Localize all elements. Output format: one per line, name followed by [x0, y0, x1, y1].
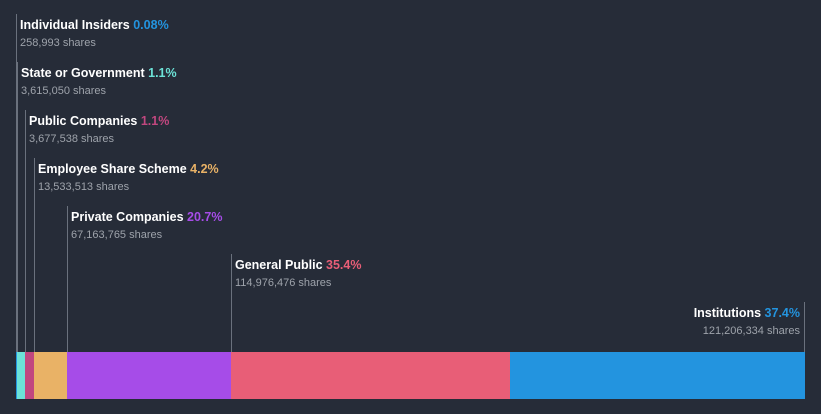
group-shares: 114,976,476 shares [235, 277, 332, 289]
leader-line-public-companies [25, 110, 26, 352]
group-percent: 1.1% [148, 66, 177, 80]
group-shares: 67,163,765 shares [71, 229, 163, 241]
group-percent: 35.4% [326, 258, 362, 272]
group-name: Public Companies [29, 114, 138, 128]
group-percent: 1.1% [140, 114, 170, 128]
segment-general-public[interactable] [231, 352, 510, 399]
segment-institutions[interactable] [510, 352, 805, 399]
group-name: Private Companies [71, 210, 184, 224]
label-private-companies: Private Companies 20.7% 67,163,765 share… [71, 209, 222, 242]
group-shares: 258,993 shares [20, 37, 96, 49]
group-name: Institutions [693, 306, 762, 320]
group-shares: 3,677,538 shares [29, 133, 115, 145]
segment-state-or-government[interactable] [17, 352, 25, 399]
leader-line-institutions [804, 302, 805, 352]
group-name: Employee Share Scheme [38, 162, 187, 176]
group-name: Individual Insiders [20, 18, 130, 32]
label-employee-share-scheme: Employee Share Scheme 4.2% 13,533,513 sh… [38, 161, 219, 194]
segment-individual-insiders[interactable] [16, 352, 17, 399]
group-name: General Public [235, 258, 323, 272]
group-percent: 20.7% [187, 210, 223, 224]
label-state-or-government: State or Government 1.1% 3,615,050 share… [21, 65, 177, 98]
ownership-stacked-bar [16, 352, 805, 399]
group-percent: 37.4% [764, 306, 800, 320]
group-percent: 4.2% [190, 162, 219, 176]
group-shares: 3,615,050 shares [21, 85, 107, 97]
label-institutions: Institutions 37.4% 121,206,334 shares [694, 305, 800, 338]
leader-line-employee-share-scheme [34, 158, 35, 352]
label-individual-insiders: Individual Insiders 0.08% 258,993 shares [20, 17, 169, 50]
group-shares: 121,206,334 shares [702, 325, 800, 337]
leader-line-general-public [231, 254, 232, 352]
segment-private-companies[interactable] [67, 352, 231, 399]
leader-line-private-companies [67, 206, 68, 352]
group-percent: 0.08% [133, 18, 169, 32]
leader-line-individual-insiders [16, 14, 17, 352]
segment-public-companies[interactable] [25, 352, 34, 399]
segment-employee-share-scheme[interactable] [34, 352, 67, 399]
group-shares: 13,533,513 shares [38, 181, 130, 193]
group-name: State or Government [21, 66, 145, 80]
leader-line-state-or-government [17, 62, 18, 352]
label-general-public: General Public 35.4% 114,976,476 shares [235, 257, 361, 290]
label-public-companies: Public Companies 1.1% 3,677,538 shares [29, 113, 169, 146]
